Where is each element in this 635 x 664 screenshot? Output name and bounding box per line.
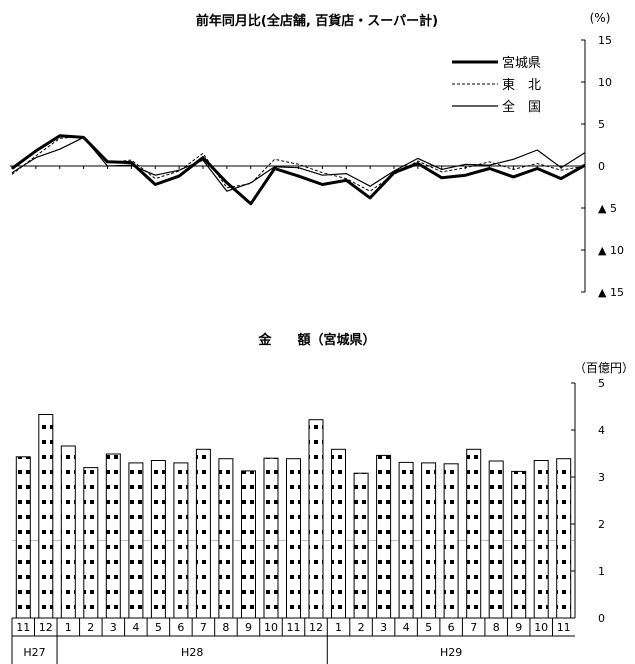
bar-chart-y-tick-label: 4	[598, 424, 605, 437]
category-label: 4	[132, 621, 139, 634]
category-label: 10	[534, 621, 548, 634]
bar	[195, 448, 211, 619]
category-label: 9	[515, 621, 522, 634]
legend-label-2: 東 北	[502, 77, 541, 93]
legend-label-1: 宮城県	[502, 55, 541, 71]
bar	[533, 460, 549, 619]
bar	[353, 472, 369, 619]
line-chart-y-tick-label: ▲ 10	[598, 244, 624, 257]
legend-label-3: 全 国	[502, 99, 541, 115]
bar	[286, 458, 301, 619]
bar	[376, 454, 392, 619]
line-chart: 前年同月比(全店舗, 百貨店・スーパー計) (%) 15 10 5 0 ▲ 5 ▲ 10 ▲…	[10, 11, 624, 299]
bar-chart-y-tick-label: 0	[598, 612, 605, 625]
bar	[421, 462, 437, 619]
category-label: 7	[470, 621, 477, 634]
line-chart-y-tick-label: 5	[598, 118, 605, 131]
bar-chart-y-tick-label: 5	[598, 377, 605, 390]
category-label: 8	[222, 621, 229, 634]
line-chart-unit: (%)	[590, 11, 611, 25]
bar	[466, 448, 482, 619]
category-label: 10	[264, 621, 278, 634]
bar-chart-title: 金 額（宮城県）	[257, 332, 375, 348]
category-label: 11	[287, 621, 301, 634]
line-chart-y-tick-label: 0	[598, 160, 605, 173]
bar	[488, 460, 504, 619]
bar	[38, 414, 54, 619]
category-label: 2	[87, 621, 94, 634]
line-chart-y-tick-label: ▲ 5	[598, 202, 617, 215]
line-series-1	[11, 134, 586, 206]
category-label: 3	[380, 621, 387, 634]
bar-chart-y-tick-label: 1	[598, 565, 605, 578]
bar	[263, 457, 279, 619]
bar	[443, 463, 459, 619]
line-chart-axes: 15 10 5 0 ▲ 5 ▲ 10 ▲ 15	[10, 34, 624, 299]
category-label: 3	[110, 621, 117, 634]
bar	[83, 467, 99, 619]
category-label: 9	[245, 621, 252, 634]
bar	[218, 458, 234, 619]
bar	[173, 462, 189, 619]
bar	[15, 456, 31, 619]
category-label: 5	[425, 621, 432, 634]
year-group-label: H27	[23, 646, 45, 659]
year-group-label: H29	[440, 646, 462, 659]
category-label: 1	[335, 621, 342, 634]
bar-chart-unit: （百億円）	[574, 361, 634, 375]
line-series-2	[11, 136, 586, 192]
category-label: 1	[65, 621, 72, 634]
bar	[105, 453, 121, 619]
line-series-3	[11, 136, 586, 192]
bar	[556, 458, 572, 619]
bar	[308, 419, 324, 619]
category-label: 6	[448, 621, 455, 634]
category-label: 11	[557, 621, 571, 634]
bar	[128, 462, 144, 619]
bar	[150, 460, 166, 619]
category-label: 7	[200, 621, 207, 634]
line-chart-title: 前年同月比(全店舗, 百貨店・スーパー計)	[196, 13, 438, 29]
line-chart-series	[11, 134, 586, 206]
bar-chart-bars	[15, 414, 572, 619]
category-label: 12	[309, 621, 323, 634]
category-label: 11	[16, 621, 30, 634]
year-group-label: H28	[181, 646, 203, 659]
bar-chart-y-tick-label: 3	[598, 471, 605, 484]
category-label: 5	[155, 621, 162, 634]
line-chart-y-tick-label: 15	[598, 34, 612, 47]
category-label: 2	[358, 621, 365, 634]
category-label: 12	[39, 621, 53, 634]
line-chart-y-tick-label: 10	[598, 76, 612, 89]
category-label: 6	[177, 621, 184, 634]
bar	[241, 470, 256, 619]
bar-chart-y-tick-label: 2	[598, 518, 605, 531]
bar	[398, 461, 414, 619]
bar	[511, 470, 527, 619]
line-chart-y-tick-label: ▲ 15	[598, 286, 624, 299]
bar	[60, 445, 76, 619]
category-label: 8	[493, 621, 500, 634]
bar	[331, 448, 346, 619]
category-label: 4	[403, 621, 410, 634]
